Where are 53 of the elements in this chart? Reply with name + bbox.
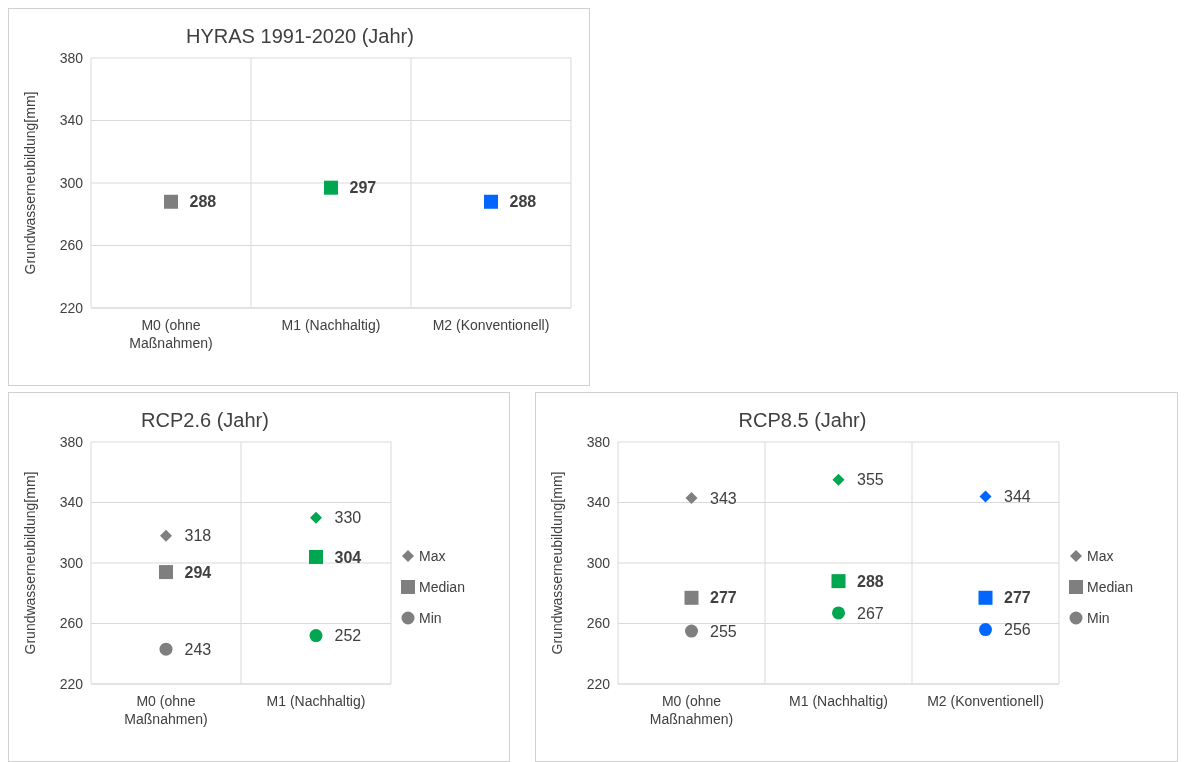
y-tick-label: 340 [59,494,84,511]
data-label: 355 [857,471,884,489]
data-label: 267 [857,604,884,622]
data-label: 288 [189,193,217,211]
legend-label: Median [1087,579,1133,595]
x-tick-label: M1 (Nachhaltig) [281,317,381,333]
data-label: 277 [710,589,737,607]
legend-label: Median [419,579,465,595]
x-tick-label: M1 (Nachhaltig) [266,693,366,709]
x-tick-label: M0 (ohne Maßnahmen) [649,693,734,727]
y-tick-label: 220 [59,675,84,692]
data-label: 318 [184,527,212,545]
data-label: 277 [1004,589,1031,607]
y-tick-label: 220 [59,299,84,316]
x-tick-label: M0 (ohne Maßnahmen) [129,317,213,351]
y-tick-label: 340 [586,494,611,511]
y-axis-title: Grundwasserneubildung[mm] [548,471,565,655]
data-label: 344 [1004,488,1031,506]
y-tick-label: 340 [59,112,84,129]
y-tick-label: 300 [59,174,84,191]
data-label: 343 [710,489,737,507]
data-label: 255 [710,622,737,640]
y-tick-label: 380 [586,433,611,450]
chart-title: RCP8.5 (Jahr) [737,409,868,432]
data-label: 288 [857,572,884,590]
y-tick-label: 300 [59,554,84,571]
x-tick-label: M2 (Konventionell) [927,693,1044,709]
data-label: 304 [334,548,362,566]
y-tick-label: 260 [59,237,84,254]
legend-label: Min [419,610,442,626]
x-tick-label: M2 (Konventionell) [432,317,550,333]
legend-label: Max [1087,548,1114,564]
legend-label: Max [419,548,446,564]
x-tick-label: M1 (Nachhaltig) [789,693,888,709]
y-axis-title: Grundwasserneubildung[mm] [21,471,38,655]
y-axis-title: Grundwasserneubildung[mm] [21,91,38,275]
data-label: 243 [184,640,212,658]
chart-title: RCP2.6 (Jahr) [140,409,270,432]
data-label: 256 [1004,621,1031,639]
y-tick-label: 380 [59,49,84,66]
y-tick-label: 260 [586,615,611,632]
data-label: 297 [349,179,377,197]
y-tick-label: 220 [586,675,611,692]
data-label: 330 [334,509,362,527]
data-label: 252 [334,627,362,645]
data-label: 294 [184,563,212,581]
legend-label: Min [1087,610,1110,626]
x-tick-label: M0 (ohne Maßnahmen) [124,693,208,727]
chart-title: HYRAS 1991-2020 (Jahr) [185,25,415,48]
y-tick-label: 300 [586,554,611,571]
data-label: 288 [509,193,537,211]
y-tick-label: 380 [59,433,84,450]
y-tick-label: 260 [59,615,84,632]
